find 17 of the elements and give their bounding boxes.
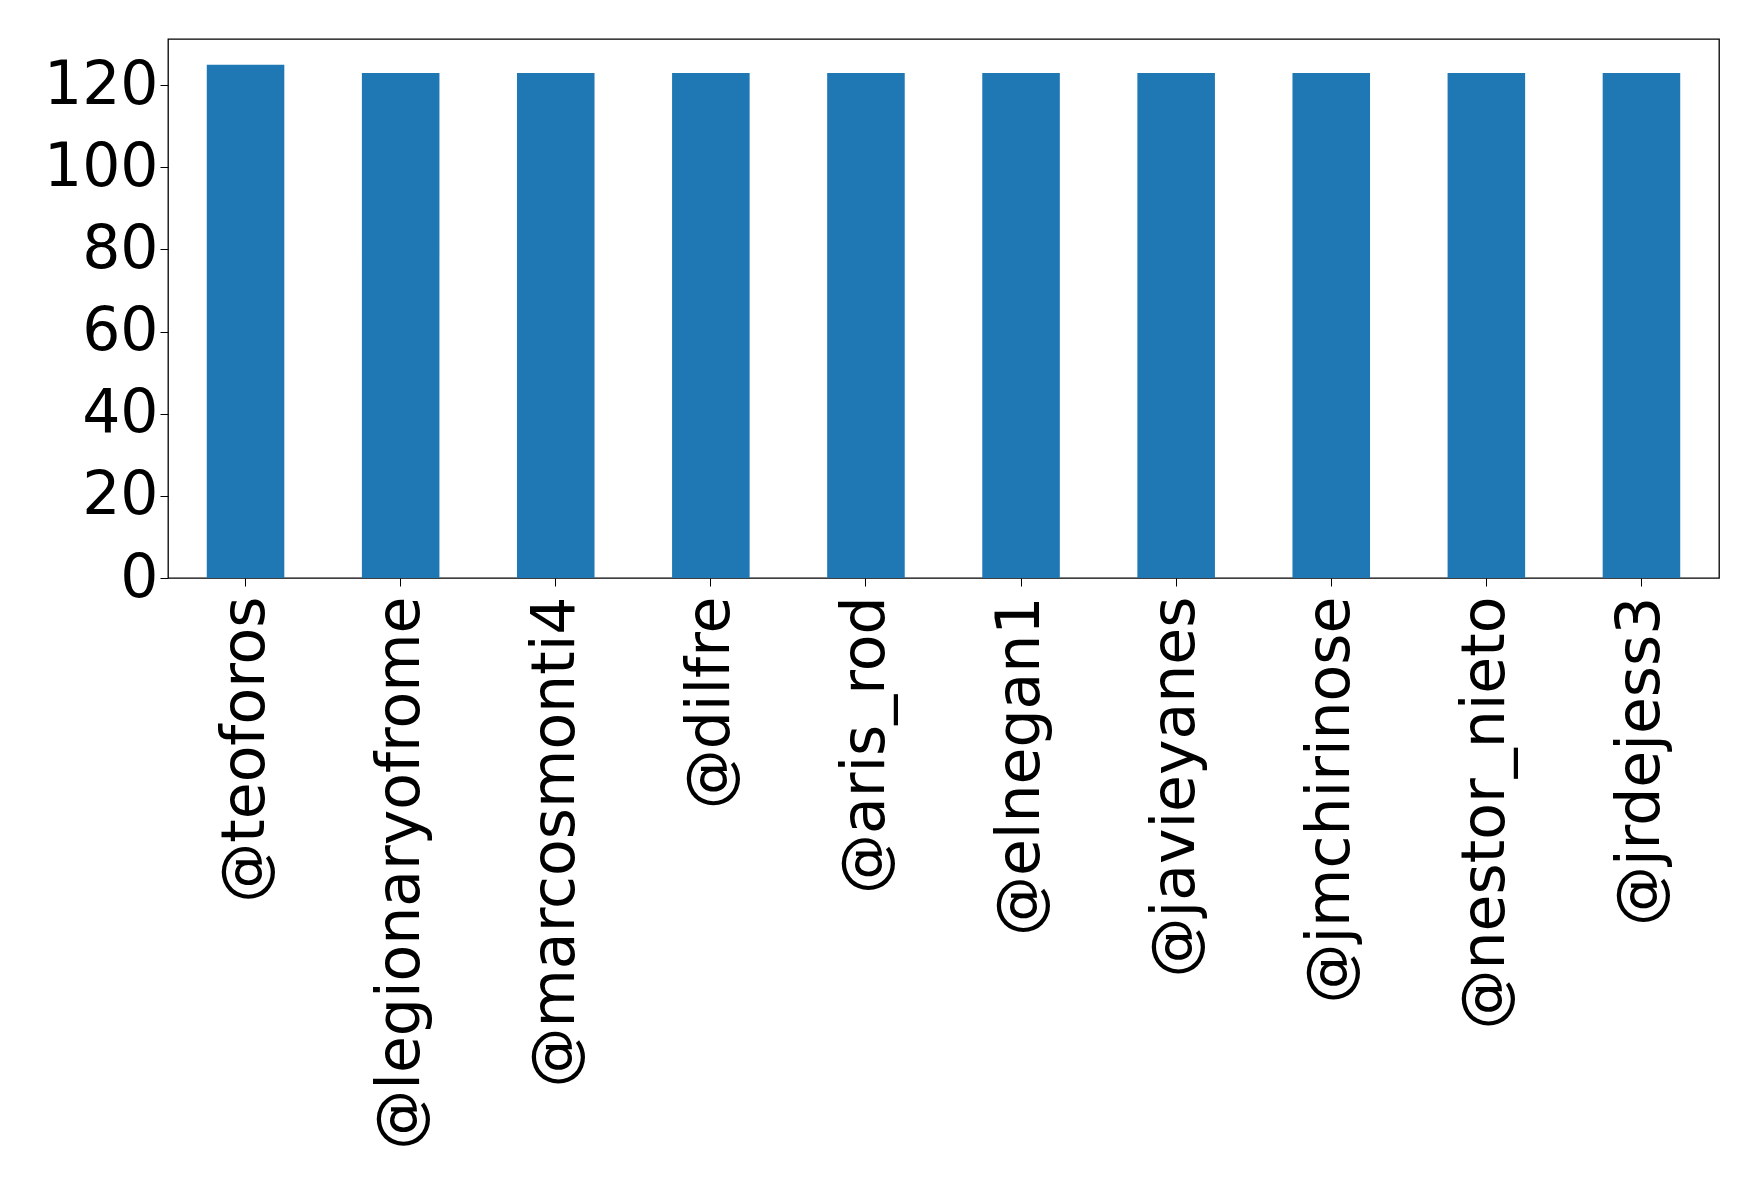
y-tick-label: 0 <box>120 540 159 611</box>
x-tick-label: @jrdejess3 <box>1603 596 1674 927</box>
x-tick-label: @elnegan1 <box>983 596 1054 937</box>
y-tick-label: 80 <box>82 211 159 282</box>
y-tick-label: 20 <box>82 458 159 529</box>
y-tick-label: 60 <box>82 294 159 365</box>
x-tick-label: @nestor_nieto <box>1448 596 1519 1030</box>
y-tick-label: 120 <box>43 47 159 118</box>
x-tick-label: @javieyanes <box>1138 596 1209 978</box>
x-tick-label: @teoforos <box>207 596 278 903</box>
x-tick-label: @dilfre <box>672 596 743 810</box>
x-tick-label: @jmchirinose <box>1293 596 1364 1004</box>
x-tick-label: @legionaryofrome <box>362 596 433 1150</box>
y-tick-label: 40 <box>82 376 159 447</box>
x-tick-label: @marcosmonti4 <box>517 596 588 1088</box>
y-tick-label: 100 <box>43 129 159 200</box>
x-tick-label: @aris_rod <box>827 596 898 895</box>
